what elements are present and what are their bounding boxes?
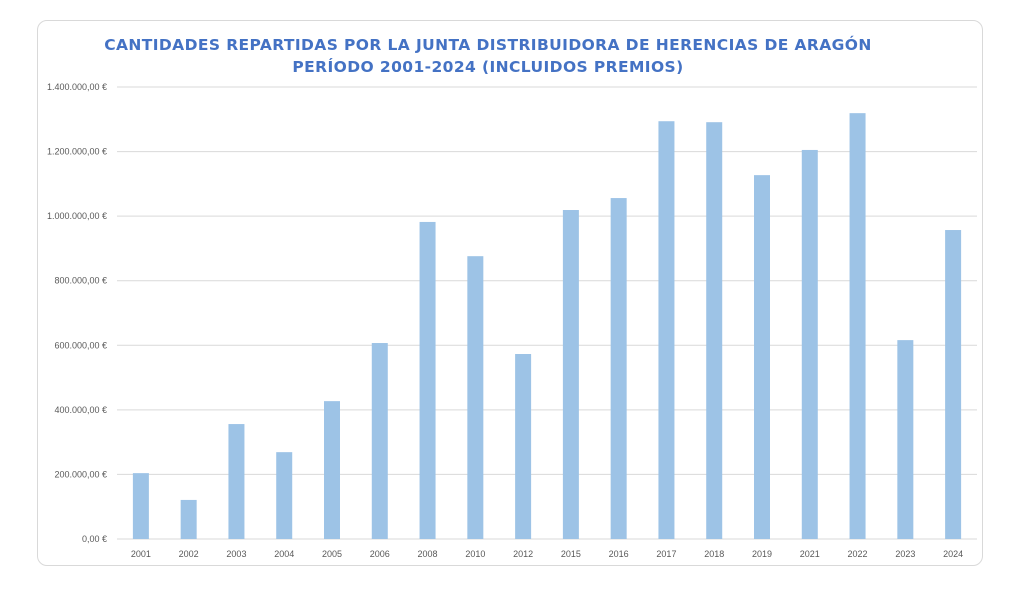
chart-subtitle: PERÍODO 2001-2024 (INCLUIDOS PREMIOS)	[292, 58, 684, 76]
bar-2015	[562, 210, 579, 539]
x-tick-label: 2015	[561, 549, 581, 559]
x-axis-ticks: 2001 2002 2003 2004 2005 2006 2008 2010 2012 2015…	[131, 549, 963, 559]
bar-2018	[706, 122, 723, 539]
y-tick-label: 1.200.000,00 €	[47, 147, 107, 157]
x-tick-label: 2016	[609, 549, 629, 559]
x-tick-label: 2021	[800, 549, 820, 559]
bar-2005	[324, 401, 340, 539]
x-tick-label: 2022	[848, 549, 868, 559]
y-tick-label: 800.000,00 €	[54, 276, 107, 286]
chart-frame	[37, 20, 983, 566]
bar-2003	[228, 424, 245, 539]
y-tick-label: 200.000,00 €	[54, 469, 107, 479]
x-tick-label: 2004	[274, 549, 294, 559]
bar-2008	[419, 221, 436, 539]
x-tick-label: 2023	[895, 549, 915, 559]
y-tick-label: 1.400.000,00 €	[47, 82, 107, 92]
bar-2004	[276, 452, 293, 539]
x-tick-label: 2006	[370, 549, 390, 559]
y-tick-label: 400.000,00 €	[54, 405, 107, 415]
bar-2012	[515, 354, 532, 539]
x-tick-label: 2003	[226, 549, 246, 559]
bar-2010	[467, 256, 484, 539]
bar-2002	[180, 499, 197, 539]
bar-2006	[371, 343, 388, 539]
bars	[132, 113, 962, 540]
bar-2017	[658, 121, 675, 540]
y-tick-label: 0,00 €	[82, 534, 107, 544]
x-tick-label: 2005	[322, 549, 342, 559]
chart-title: CANTIDADES REPARTIDAS POR LA JUNTA DISTR…	[104, 36, 872, 54]
bar-2001	[132, 473, 149, 539]
bar-2024	[945, 230, 962, 540]
bar-2021	[801, 149, 818, 539]
y-tick-label: 600.000,00 €	[54, 340, 107, 350]
x-tick-label: 2008	[418, 549, 438, 559]
x-tick-label: 2010	[465, 549, 485, 559]
bar-2019	[754, 175, 770, 539]
x-tick-label: 2001	[131, 549, 151, 559]
x-tick-label: 2017	[656, 549, 676, 559]
x-tick-label: 2002	[179, 549, 199, 559]
bar-2023	[897, 340, 914, 539]
y-axis-ticks: 0,00 € 200.000,00 € 400.000,00 € 600.000,00…	[47, 82, 107, 544]
x-tick-label: 2024	[943, 549, 963, 559]
x-tick-label: 2018	[704, 549, 724, 559]
x-tick-label: 2012	[513, 549, 533, 559]
x-tick-label: 2019	[752, 549, 772, 559]
bar-2016	[610, 198, 627, 539]
y-tick-label: 1.000.000,00 €	[47, 211, 107, 221]
bar-2022	[849, 113, 866, 539]
chart-title-block: CANTIDADES REPARTIDAS POR LA JUNTA DISTR…	[0, 34, 976, 78]
gridlines	[117, 86, 977, 540]
